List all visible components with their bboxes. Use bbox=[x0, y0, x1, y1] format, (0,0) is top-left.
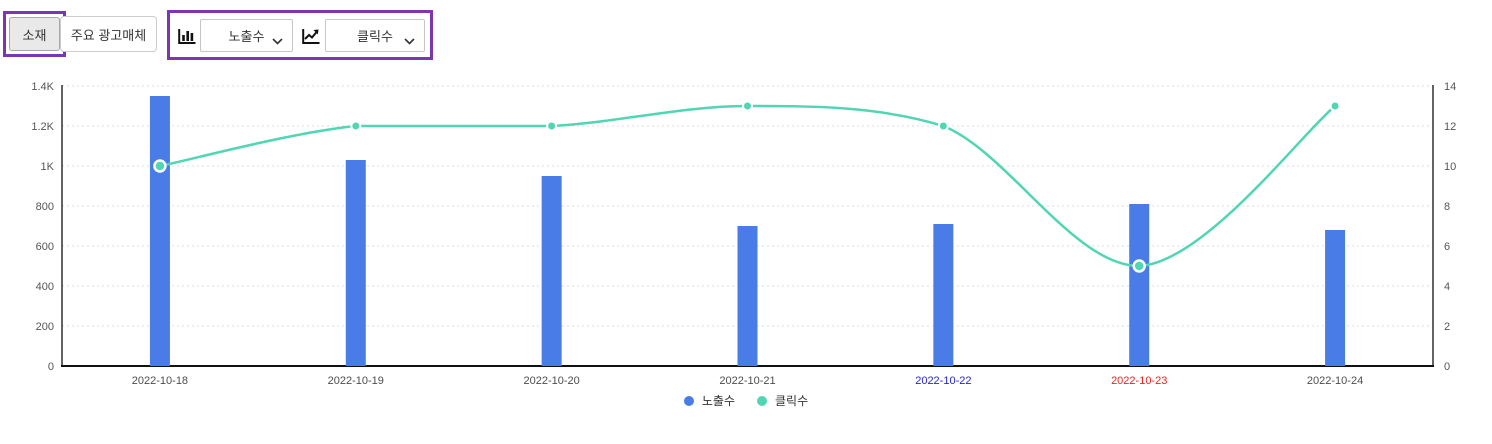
x-axis-date-label: 2022-10-21 bbox=[719, 375, 775, 387]
left-axis-tick-label: 200 bbox=[36, 321, 54, 333]
line-chart-icon bbox=[301, 26, 321, 46]
right-axis-tick-label: 4 bbox=[1444, 281, 1450, 293]
line-point-2022-10-24[interactable] bbox=[1329, 100, 1341, 112]
major-ad-media-tab-button[interactable]: 주요 광고매체 bbox=[60, 16, 157, 52]
right-axis-tick-label: 14 bbox=[1444, 81, 1456, 93]
line-point-2022-10-21[interactable] bbox=[742, 100, 753, 112]
x-axis-date-label: 2022-10-20 bbox=[524, 375, 580, 387]
line-metric-select-value: 클릭수 bbox=[357, 29, 393, 44]
bar-2022-10-23[interactable] bbox=[1129, 204, 1150, 366]
right-axis-tick-label: 12 bbox=[1444, 121, 1456, 133]
right-axis-tick-label: 10 bbox=[1444, 161, 1456, 173]
right-axis-tick-label: 2 bbox=[1444, 321, 1450, 333]
x-axis-date-label: 2022-10-19 bbox=[328, 375, 384, 387]
legend-dot-icon bbox=[757, 395, 767, 406]
bar-2022-10-22[interactable] bbox=[933, 224, 954, 366]
left-axis-tick-label: 1.2K bbox=[31, 121, 54, 133]
material-tab-button[interactable]: 소재 bbox=[9, 17, 60, 51]
left-axis-tick-label: 1K bbox=[41, 161, 55, 173]
x-axis-date-label: 2022-10-22 bbox=[915, 375, 971, 387]
left-axis-tick-label: 1.4K bbox=[31, 81, 54, 93]
bar-2022-10-20[interactable] bbox=[541, 176, 562, 366]
line-metric-select[interactable]: 클릭수 bbox=[325, 19, 425, 52]
bar-chart-icon bbox=[177, 26, 197, 46]
line-point-2022-10-18[interactable] bbox=[153, 159, 167, 173]
line-point-2022-10-23[interactable] bbox=[1132, 259, 1146, 273]
right-axis-tick-label: 0 bbox=[1444, 361, 1450, 373]
legend-label: 노출수 bbox=[701, 394, 735, 408]
line-point-2022-10-20[interactable] bbox=[546, 120, 558, 132]
line-point-2022-10-22[interactable] bbox=[937, 120, 949, 132]
legend-dot-icon bbox=[683, 395, 694, 406]
x-axis-date-label: 2022-10-23 bbox=[1111, 375, 1167, 387]
right-axis-tick-label: 8 bbox=[1444, 201, 1450, 213]
x-axis-date-label: 2022-10-24 bbox=[1307, 375, 1363, 387]
left-axis-tick-label: 800 bbox=[36, 201, 54, 213]
chart-legend: 노출수 클릭수 bbox=[0, 392, 1492, 409]
bar-metric-select[interactable]: 노출수 bbox=[200, 19, 293, 52]
left-axis-tick-label: 400 bbox=[36, 281, 54, 293]
right-axis-tick-label: 6 bbox=[1444, 241, 1450, 253]
bar-metric-select-value: 노출수 bbox=[228, 29, 265, 44]
bar-2022-10-19[interactable] bbox=[345, 160, 366, 366]
bar-2022-10-24[interactable] bbox=[1325, 230, 1346, 366]
bar-2022-10-21[interactable] bbox=[737, 226, 758, 366]
x-axis-date-label: 2022-10-18 bbox=[132, 375, 188, 387]
chevron-down-icon bbox=[404, 33, 415, 48]
legend-label: 클릭수 bbox=[775, 394, 809, 408]
line-point-2022-10-19[interactable] bbox=[350, 120, 362, 132]
legend-item-노출수[interactable]: 노출수 bbox=[683, 392, 735, 409]
legend-item-클릭수[interactable]: 클릭수 bbox=[757, 392, 808, 409]
left-axis-tick-label: 600 bbox=[36, 241, 54, 253]
chevron-down-icon bbox=[272, 33, 283, 48]
left-axis-tick-label: 0 bbox=[48, 361, 54, 373]
bar-2022-10-18[interactable] bbox=[149, 96, 170, 366]
